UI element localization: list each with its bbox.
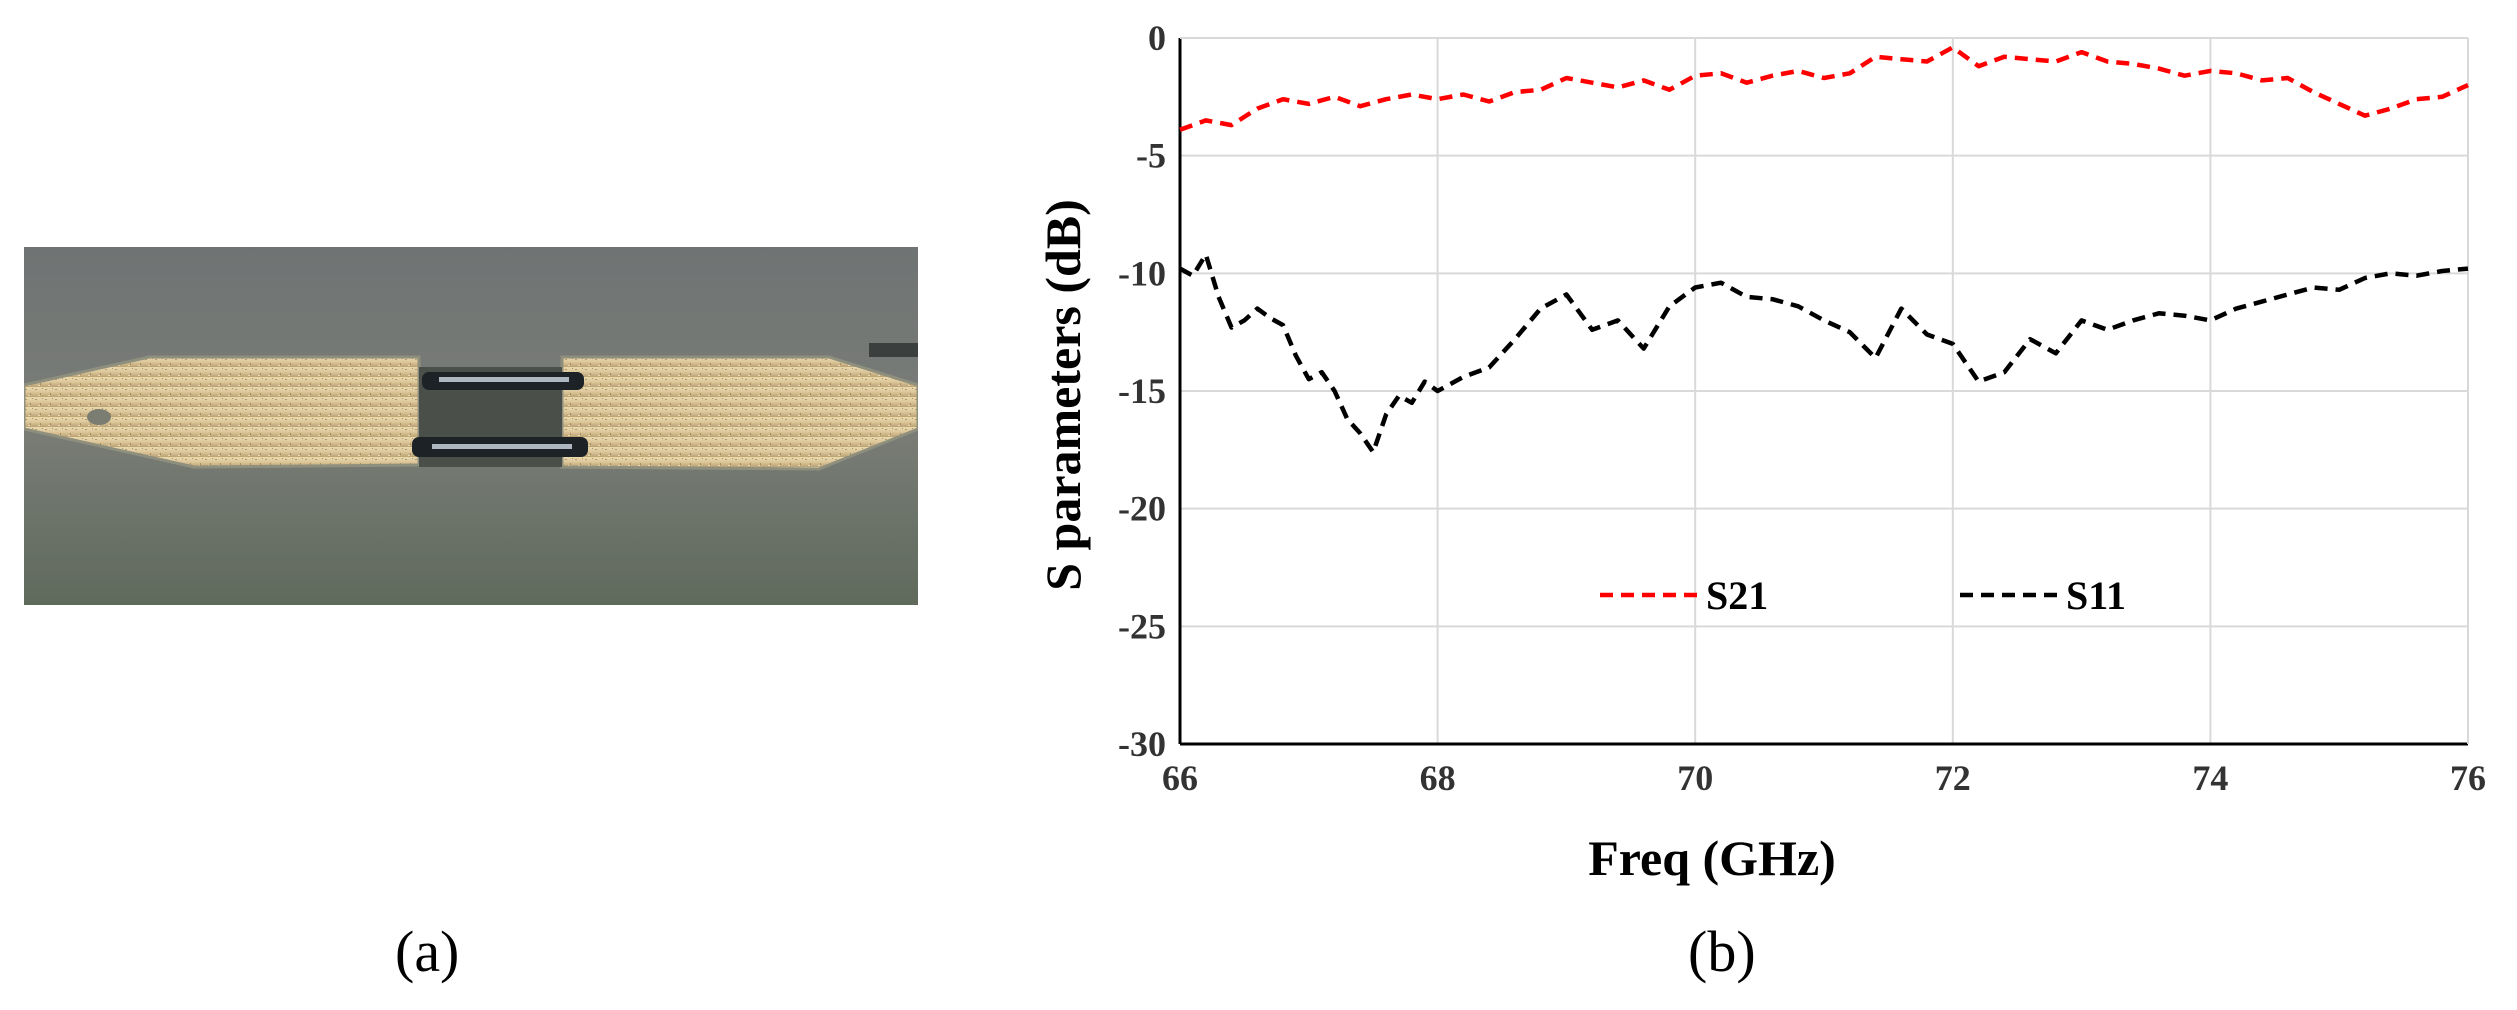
chip-photo bbox=[24, 247, 918, 605]
legend: S21 S11 bbox=[1600, 573, 2126, 618]
y-tick-label: 0 bbox=[1148, 18, 1166, 58]
bond-wire-top bbox=[422, 372, 584, 390]
bond-wire-bottom bbox=[412, 437, 588, 457]
panel-b-label: (b) bbox=[1688, 919, 1756, 984]
y-tick-label: -30 bbox=[1118, 724, 1166, 764]
x-tick-label: 76 bbox=[2450, 758, 2486, 798]
x-tick-label: 66 bbox=[1162, 758, 1198, 798]
legend-label-s11: S11 bbox=[2066, 573, 2126, 618]
contamination-spot bbox=[87, 409, 111, 425]
x-tick-label: 74 bbox=[2192, 758, 2228, 798]
plot-frame bbox=[1178, 37, 2469, 746]
x-tick-label: 72 bbox=[1935, 758, 1971, 798]
x-tick-label: 68 bbox=[1420, 758, 1456, 798]
x-axis-title: Freq (GHz) bbox=[1588, 830, 1836, 886]
x-tick-label: 70 bbox=[1677, 758, 1713, 798]
series-line-s11 bbox=[1178, 252, 2469, 455]
y-tick-label: -20 bbox=[1118, 489, 1166, 529]
y-tick-label: -10 bbox=[1118, 253, 1166, 293]
y-tick-label: -5 bbox=[1136, 136, 1166, 176]
series-line-s21 bbox=[1179, 45, 2469, 132]
grid-lines bbox=[1179, 37, 2469, 745]
y-tick-label: -25 bbox=[1118, 606, 1166, 646]
y-tick-label: -15 bbox=[1118, 371, 1166, 411]
probe-mark bbox=[869, 343, 918, 357]
panel-a-label: (a) bbox=[395, 919, 460, 984]
y-axis-title: S parameters (dB) bbox=[1035, 199, 1091, 591]
series-layer bbox=[1178, 45, 2469, 455]
legend-label-s21: S21 bbox=[1706, 573, 1768, 618]
